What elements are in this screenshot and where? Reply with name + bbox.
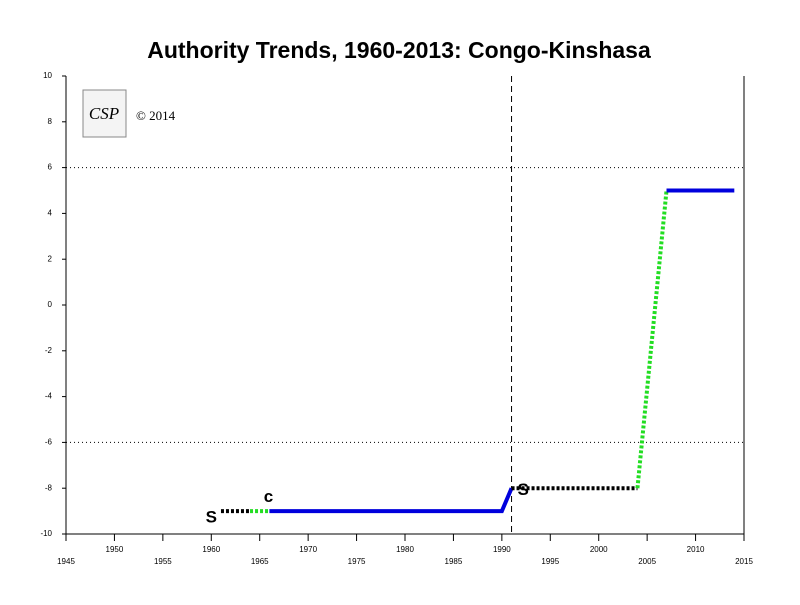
y-tick-label: 0 [48, 300, 53, 309]
series-line [269, 487, 514, 514]
y-tick-label: -4 [45, 392, 53, 401]
x-tick-label: 1985 [445, 557, 463, 566]
logo-text: CSP [89, 104, 119, 123]
x-tick-label: 1970 [299, 545, 317, 554]
y-tick-label: 6 [48, 163, 53, 172]
x-tick-label: 2005 [638, 557, 656, 566]
annotation: c [264, 487, 273, 506]
y-tick-label: 8 [48, 117, 53, 126]
logo: CSP [82, 89, 127, 138]
x-tick-label: 1965 [251, 557, 269, 566]
x-tick-label: 2015 [735, 557, 753, 566]
y-tick-label: -6 [45, 438, 53, 447]
y-tick-label: 4 [48, 209, 53, 218]
x-tick-label: 2010 [687, 545, 705, 554]
copyright: © 2014 [136, 108, 176, 123]
x-tick-label: 1975 [348, 557, 366, 566]
y-tick-label: 10 [43, 71, 52, 80]
y-tick-label: -10 [40, 529, 52, 538]
x-tick-label: 1995 [541, 557, 559, 566]
chart-title: Authority Trends, 1960-2013: Congo-Kinsh… [147, 37, 651, 63]
y-tick-label: -8 [45, 483, 53, 492]
x-tick-label: 1945 [57, 557, 75, 566]
x-tick-label: 2000 [590, 545, 608, 554]
x-tick-label: 1980 [396, 545, 414, 554]
logo-box [82, 89, 127, 138]
y-tick-label: -2 [45, 346, 53, 355]
x-tick-label: 1960 [202, 545, 220, 554]
y-tick-label: 2 [48, 254, 53, 263]
annotation: S [206, 507, 217, 526]
x-tick-label: 1950 [106, 545, 124, 554]
x-tick-label: 1990 [493, 545, 511, 554]
x-tick-label: 1955 [154, 557, 172, 566]
annotation: S [517, 480, 528, 499]
